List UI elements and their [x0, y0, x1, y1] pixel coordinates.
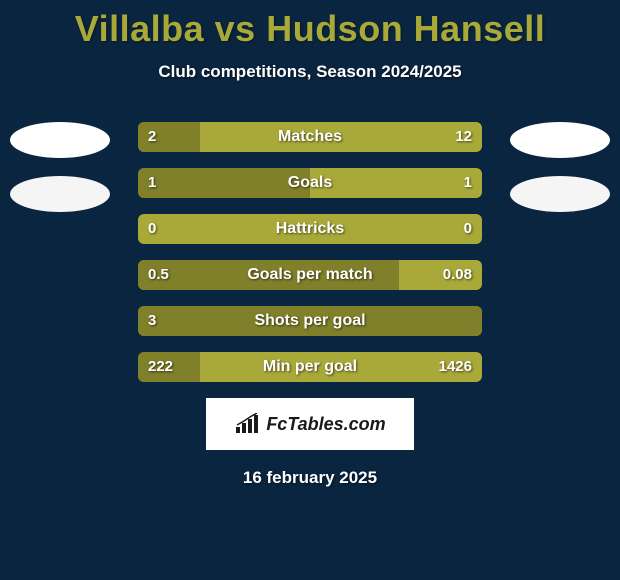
stat-row: 1Goals1 [138, 168, 482, 198]
stat-label: Goals [138, 168, 482, 198]
stat-row: 222Min per goal1426 [138, 352, 482, 382]
stat-row: 0Hattricks0 [138, 214, 482, 244]
date: 16 february 2025 [0, 468, 620, 488]
stat-label: Shots per goal [138, 306, 482, 336]
stat-row: 3Shots per goal [138, 306, 482, 336]
stat-label: Min per goal [138, 352, 482, 382]
stat-value-right: 1 [464, 168, 472, 198]
subtitle: Club competitions, Season 2024/2025 [0, 62, 620, 82]
player-left-photos [0, 122, 120, 212]
stat-label: Goals per match [138, 260, 482, 290]
stat-value-right: 12 [455, 122, 472, 152]
page-title: Villalba vs Hudson Hansell [0, 0, 620, 50]
stat-label: Matches [138, 122, 482, 152]
player-right-photos [500, 122, 620, 212]
stat-row: 0.5Goals per match0.08 [138, 260, 482, 290]
player-left-photo-1 [10, 122, 110, 158]
logo-box: FcTables.com [206, 398, 414, 450]
player-left-photo-2 [10, 176, 110, 212]
stat-value-right: 0 [464, 214, 472, 244]
stat-label: Hattricks [138, 214, 482, 244]
logo-chart-icon [234, 413, 262, 435]
stats-area: 2Matches12 1Goals1 0Hattricks0 0.5Goals per… [0, 122, 620, 382]
stat-value-right: 1426 [439, 352, 472, 382]
player-right-photo-1 [510, 122, 610, 158]
player-right-photo-2 [510, 176, 610, 212]
logo-text: FcTables.com [266, 414, 385, 435]
stat-row: 2Matches12 [138, 122, 482, 152]
stat-value-right: 0.08 [443, 260, 472, 290]
stat-bars: 2Matches12 1Goals1 0Hattricks0 0.5Goals per… [138, 122, 482, 382]
